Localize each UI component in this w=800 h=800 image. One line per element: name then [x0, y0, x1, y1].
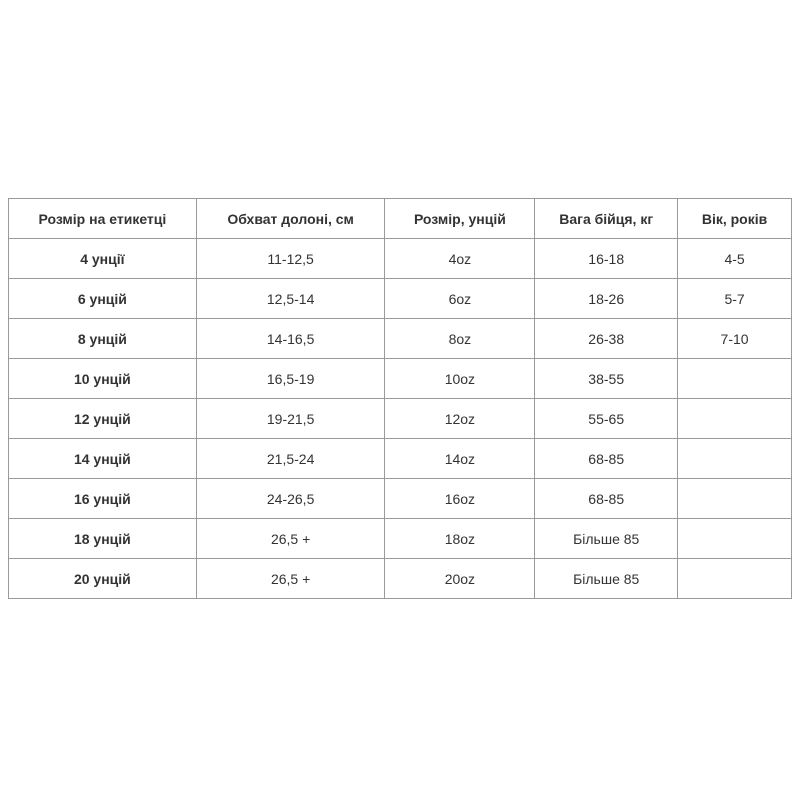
header-row: Розмір на етикетці Обхват долоні, см Розмі…: [8, 198, 792, 239]
table-cell: 14oz: [384, 438, 536, 479]
table-cell: 21,5-24: [195, 438, 386, 479]
table-cell: Більше 85: [534, 558, 679, 599]
table-cell: 38-55: [534, 358, 679, 399]
table-row: 18 унцій 26,5 +18oz Більше 85: [8, 518, 792, 559]
table-cell: 68-85: [534, 438, 679, 479]
table-row: 16 унцій 24-26,5 16oz 68-85: [8, 478, 792, 519]
table-cell: 26,5 +: [195, 518, 386, 559]
table-cell: 4oz: [384, 238, 536, 279]
table-cell: [677, 438, 792, 479]
table-row: 20 унцій 26,5 +20oz Більше 85: [8, 558, 792, 599]
table-row: 14 унцій 21,5-24 14oz 68-85: [8, 438, 792, 479]
column-header: Розмір на етикетці: [8, 198, 197, 239]
size-chart-table: Розмір на етикетці Обхват долоні, см Розмі…: [8, 198, 792, 599]
table-cell: [677, 398, 792, 439]
row-label: 6 унцій: [8, 278, 197, 319]
table-row: 6 унцій 12,5-14 6oz 18-26 5-7: [8, 278, 792, 319]
table-cell: 18oz: [384, 518, 536, 559]
row-label: 18 унцій: [8, 518, 197, 559]
table-cell: 7-10: [677, 318, 792, 359]
table-cell: 4-5: [677, 238, 792, 279]
table-cell: 10oz: [384, 358, 536, 399]
table-cell: [677, 518, 792, 559]
table-cell: 55-65: [534, 398, 679, 439]
table-cell: [677, 558, 792, 599]
table-row: 10 унцій 16,5-19 10oz 38-55: [8, 358, 792, 399]
table-cell: 8oz: [384, 318, 536, 359]
column-header: Розмір, унцій: [384, 198, 536, 239]
table-cell: [677, 478, 792, 519]
table-cell: Більше 85: [534, 518, 679, 559]
table-row: 4 унції 11-12,5 4oz 16-18 4-5: [8, 238, 792, 279]
table-cell: 12oz: [384, 398, 536, 439]
table-cell: 12,5-14: [195, 278, 386, 319]
table-cell: 14-16,5: [195, 318, 386, 359]
table-cell: [677, 358, 792, 399]
column-header: Вага бійця, кг: [534, 198, 679, 239]
table-cell: 5-7: [677, 278, 792, 319]
table-cell: 68-85: [534, 478, 679, 519]
row-label: 8 унцій: [8, 318, 197, 359]
table-cell: 24-26,5: [195, 478, 386, 519]
table-row: 8 унцій 14-16,5 8oz 26-38 7-10: [8, 318, 792, 359]
table-cell: 18-26: [534, 278, 679, 319]
table-row: 12 унцій 19-21,5 12oz 55-65: [8, 398, 792, 439]
table-cell: 20oz: [384, 558, 536, 599]
column-header: Вік, років: [677, 198, 792, 239]
row-label: 4 унції: [8, 238, 197, 279]
row-label: 14 унцій: [8, 438, 197, 479]
table-cell: 26-38: [534, 318, 679, 359]
table-cell: 19-21,5: [195, 398, 386, 439]
table-cell: 16-18: [534, 238, 679, 279]
row-label: 20 унцій: [8, 558, 197, 599]
table-cell: 16oz: [384, 478, 536, 519]
table-cell: 11-12,5: [195, 238, 386, 279]
column-header: Обхват долоні, см: [195, 198, 386, 239]
row-label: 10 унцій: [8, 358, 197, 399]
table-cell: 16,5-19: [195, 358, 386, 399]
table-cell: 26,5 +: [195, 558, 386, 599]
table-cell: 6oz: [384, 278, 536, 319]
row-label: 16 унцій: [8, 478, 197, 519]
row-label: 12 унцій: [8, 398, 197, 439]
